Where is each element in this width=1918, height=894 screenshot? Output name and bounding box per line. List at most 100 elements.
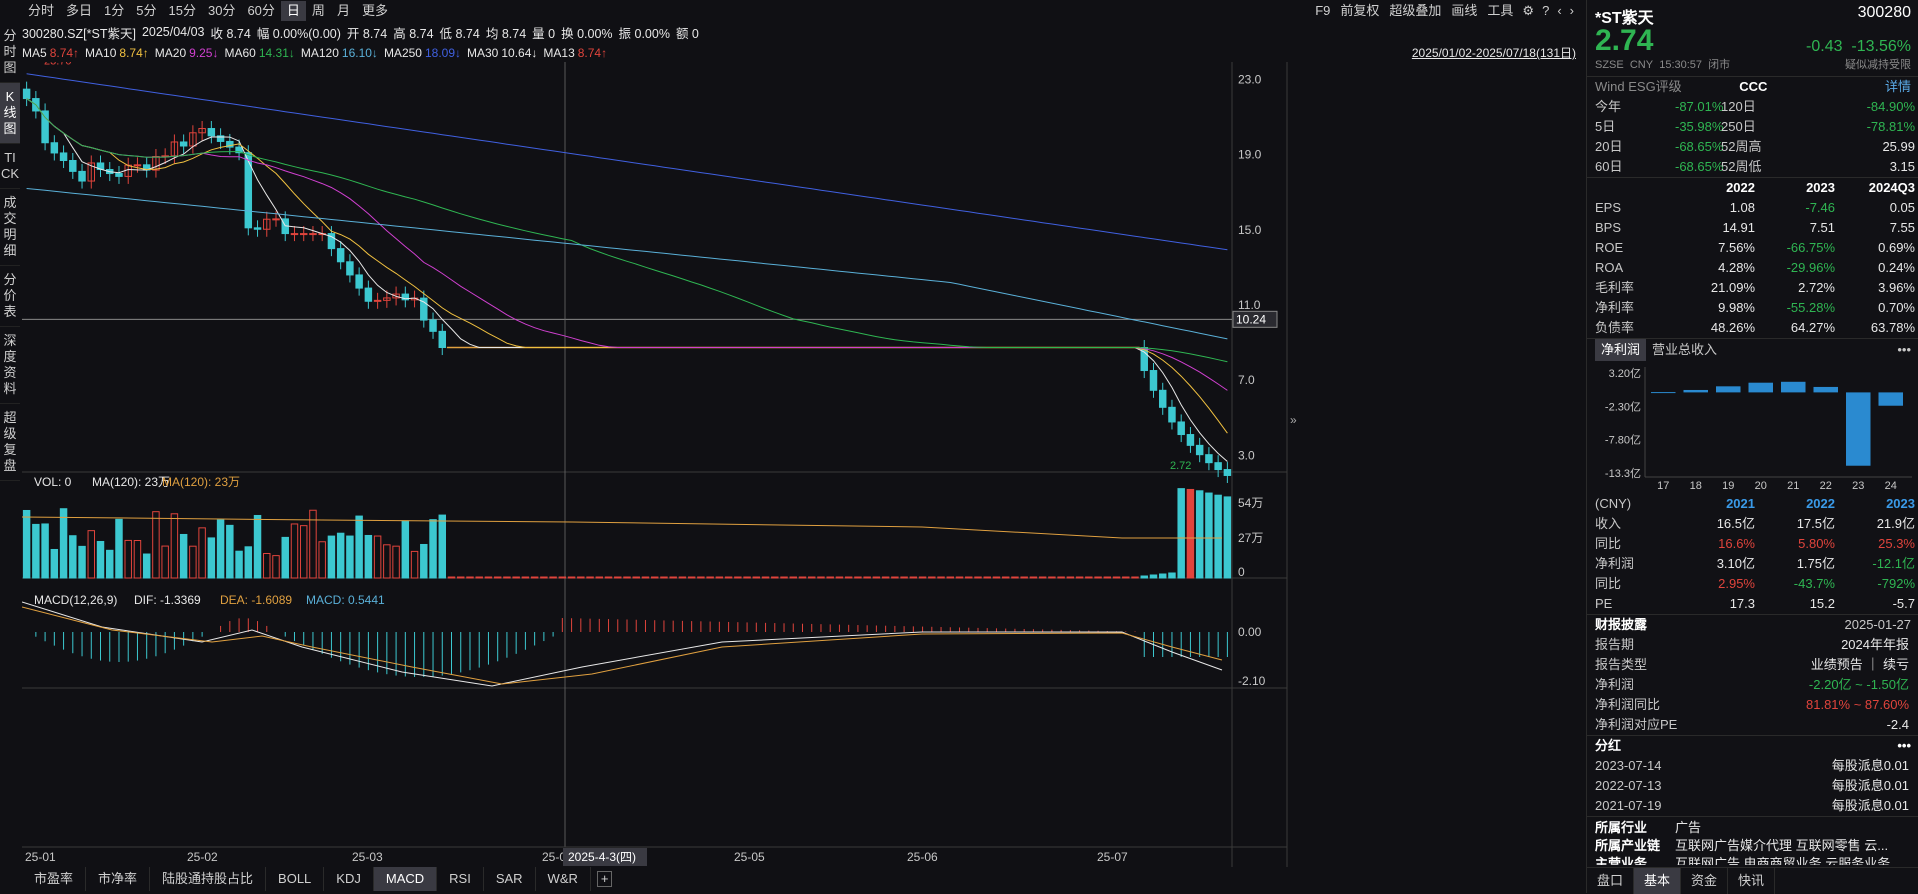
table-cell: PE (1595, 596, 1613, 611)
event-markers: * * * * * * * * * * * * * * * * * * * * * * * * * * * * * * * * * * * * * * * *… (38, 62, 1211, 67)
np-label: 净利润 (1595, 677, 1635, 692)
table-cell: 9.98% (1718, 300, 1755, 315)
left-tab-0[interactable]: 分时图 (0, 22, 20, 83)
macd-axis-label: -2.10 (1238, 674, 1266, 688)
table-cell: 同比 (1595, 536, 1622, 551)
period-tab-10[interactable]: 更多 (361, 3, 388, 18)
svg-text:*: * (582, 62, 586, 67)
ma-label: MA120 (300, 46, 339, 60)
vol-ma-label: MA(120): 23万 (92, 475, 170, 489)
indicator-tab-5[interactable]: MACD (373, 867, 438, 891)
toolbar-right-4[interactable]: 工具 (1487, 3, 1514, 18)
industry-label: 所属行业 (1595, 820, 1648, 835)
esg-detail-link[interactable]: 详情 (1884, 79, 1911, 94)
market-meta: SZSE CNY 15:30:57 闭市 (1595, 59, 1731, 71)
prev-icon[interactable]: ‹ (1557, 3, 1562, 18)
left-tab-5[interactable]: 深度资料 (0, 327, 20, 404)
vol-axis-label: 0 (1238, 565, 1245, 579)
indicator-tab-0[interactable]: 市盈率 (22, 867, 87, 891)
quote-info-bar: 300280.SZ[*ST紫天] 2025/04/03 收 8.74 幅 0.0… (22, 22, 1578, 42)
collapse-panel-icon[interactable]: » (1290, 413, 1297, 427)
table-cell: 负债率 (1595, 320, 1635, 335)
mini-tab-net-profit[interactable]: 净利润 (1595, 339, 1647, 361)
help-icon[interactable]: ? (1542, 3, 1550, 18)
left-tab-1[interactable]: K线图 (0, 83, 20, 144)
toolbar-right-0[interactable]: F9 (1315, 3, 1331, 18)
bar-close: 收 8.74 (210, 26, 251, 41)
table-row: 净利润 3.10亿 1.75亿 -12.1亿 (1587, 554, 1918, 574)
settings-gear-icon[interactable]: ⚙ (1522, 3, 1535, 18)
perf-value: -84.90% (1866, 99, 1915, 114)
toolbar-right-1[interactable]: 前复权 (1340, 3, 1380, 18)
indicator-tab-4[interactable]: KDJ (324, 867, 374, 891)
dividend-more-button[interactable]: ••• (1897, 738, 1911, 753)
ma-label: MA60 (224, 46, 256, 60)
candle (1186, 427, 1195, 453)
panel-tab-3[interactable]: 快讯 (1728, 868, 1776, 894)
bar-volume: 量 0 (532, 26, 556, 41)
crosshair-date-tag: 2025-4-3(四) (563, 848, 647, 866)
period-tab-4[interactable]: 15分 (168, 3, 196, 18)
last-price: 2.74 (1595, 24, 1654, 57)
svg-text:2025-4-3(四): 2025-4-3(四) (568, 850, 636, 864)
mini-axis-label: -13.3亿 (1605, 467, 1641, 480)
svg-text:*: * (438, 62, 442, 67)
low-label: 2.72 (1170, 460, 1191, 472)
svg-text:*: * (918, 62, 922, 67)
table-cell: -55.28% (1786, 300, 1835, 315)
mini-x-label: 21 (1787, 480, 1799, 491)
table-cell: 16.5亿 (1716, 516, 1755, 531)
mini-axis-label: -2.30亿 (1605, 400, 1641, 413)
industry-value[interactable]: 广告 (1675, 820, 1702, 835)
period-tab-8[interactable]: 周 (311, 3, 325, 18)
chain-value[interactable]: 互联网广告媒介代理 互联网零售 云... (1675, 838, 1889, 853)
toolbar-right-3[interactable]: 画线 (1451, 3, 1478, 18)
period-tab-7[interactable]: 日 (280, 1, 306, 21)
date-range-selector[interactable]: 2025/01/02-2025/07/18(131日) (1411, 46, 1576, 60)
left-tab-3[interactable]: 成交明细 (0, 189, 20, 266)
table-cell: 2024Q3 (1868, 180, 1915, 195)
period-tab-5[interactable]: 30分 (207, 3, 236, 18)
indicator-tab-7[interactable]: SAR (484, 867, 536, 891)
period-tab-6[interactable]: 60分 (247, 3, 275, 18)
indicator-tab-1[interactable]: 市净率 (86, 867, 151, 891)
panel-tab-1[interactable]: 基本 (1634, 868, 1682, 894)
table-cell: -792% (1877, 576, 1915, 591)
period-tab-1[interactable]: 多日 (66, 3, 93, 18)
left-tab-4[interactable]: 分价表 (0, 266, 20, 327)
candle (263, 211, 271, 237)
ma-value: 10.64↓ (501, 46, 538, 60)
period-tab-0[interactable]: 分时 (28, 3, 55, 18)
volume-bars (22, 488, 1232, 579)
ma120-line (26, 188, 1228, 340)
left-tab-2[interactable]: TICK (0, 144, 20, 189)
add-indicator-button[interactable]: + (596, 871, 613, 887)
perf-value: -87.01% (1675, 99, 1724, 114)
panel-tab-0[interactable]: 盘口 (1587, 868, 1635, 894)
svg-text:*: * (1014, 62, 1018, 67)
next-icon[interactable]: › (1569, 3, 1574, 18)
table-cell: 21.9亿 (1876, 516, 1915, 531)
left-tab-6[interactable]: 超级复盘 (0, 404, 20, 481)
perf-value: -78.81% (1866, 119, 1915, 134)
esg-rating: CCC (1739, 79, 1768, 94)
indicator-tab-6[interactable]: RSI (437, 867, 484, 891)
table-row: EPS 1.08 -7.46 0.05 (1587, 198, 1918, 218)
kline-chart-area[interactable]: 23.019.015.011.07.03.010.2423.702.72****… (22, 62, 1578, 867)
mini-bar (1748, 382, 1773, 393)
panel-tab-2[interactable]: 资金 (1681, 868, 1729, 894)
period-tab-3[interactable]: 5分 (136, 3, 157, 18)
period-tab-2[interactable]: 1分 (104, 3, 125, 18)
ma60-line (26, 98, 1228, 363)
mini-tab-revenue[interactable]: 营业总收入 (1652, 342, 1718, 357)
indicator-tab-3[interactable]: BOLL (266, 867, 325, 891)
ma-legend-ma60: MA60 14.31↓ (224, 46, 294, 60)
period-tab-9[interactable]: 月 (336, 3, 350, 18)
table-cell: ROE (1595, 240, 1624, 255)
candle (290, 226, 299, 242)
indicator-tab-8[interactable]: W&R (536, 867, 591, 891)
ma-legend-ma20: MA20 9.25↓ (155, 46, 219, 60)
mini-more-button[interactable]: ••• (1897, 342, 1911, 357)
toolbar-right-2[interactable]: 超级叠加 (1389, 3, 1442, 18)
indicator-tab-2[interactable]: 陆股通持股占比 (150, 867, 267, 891)
